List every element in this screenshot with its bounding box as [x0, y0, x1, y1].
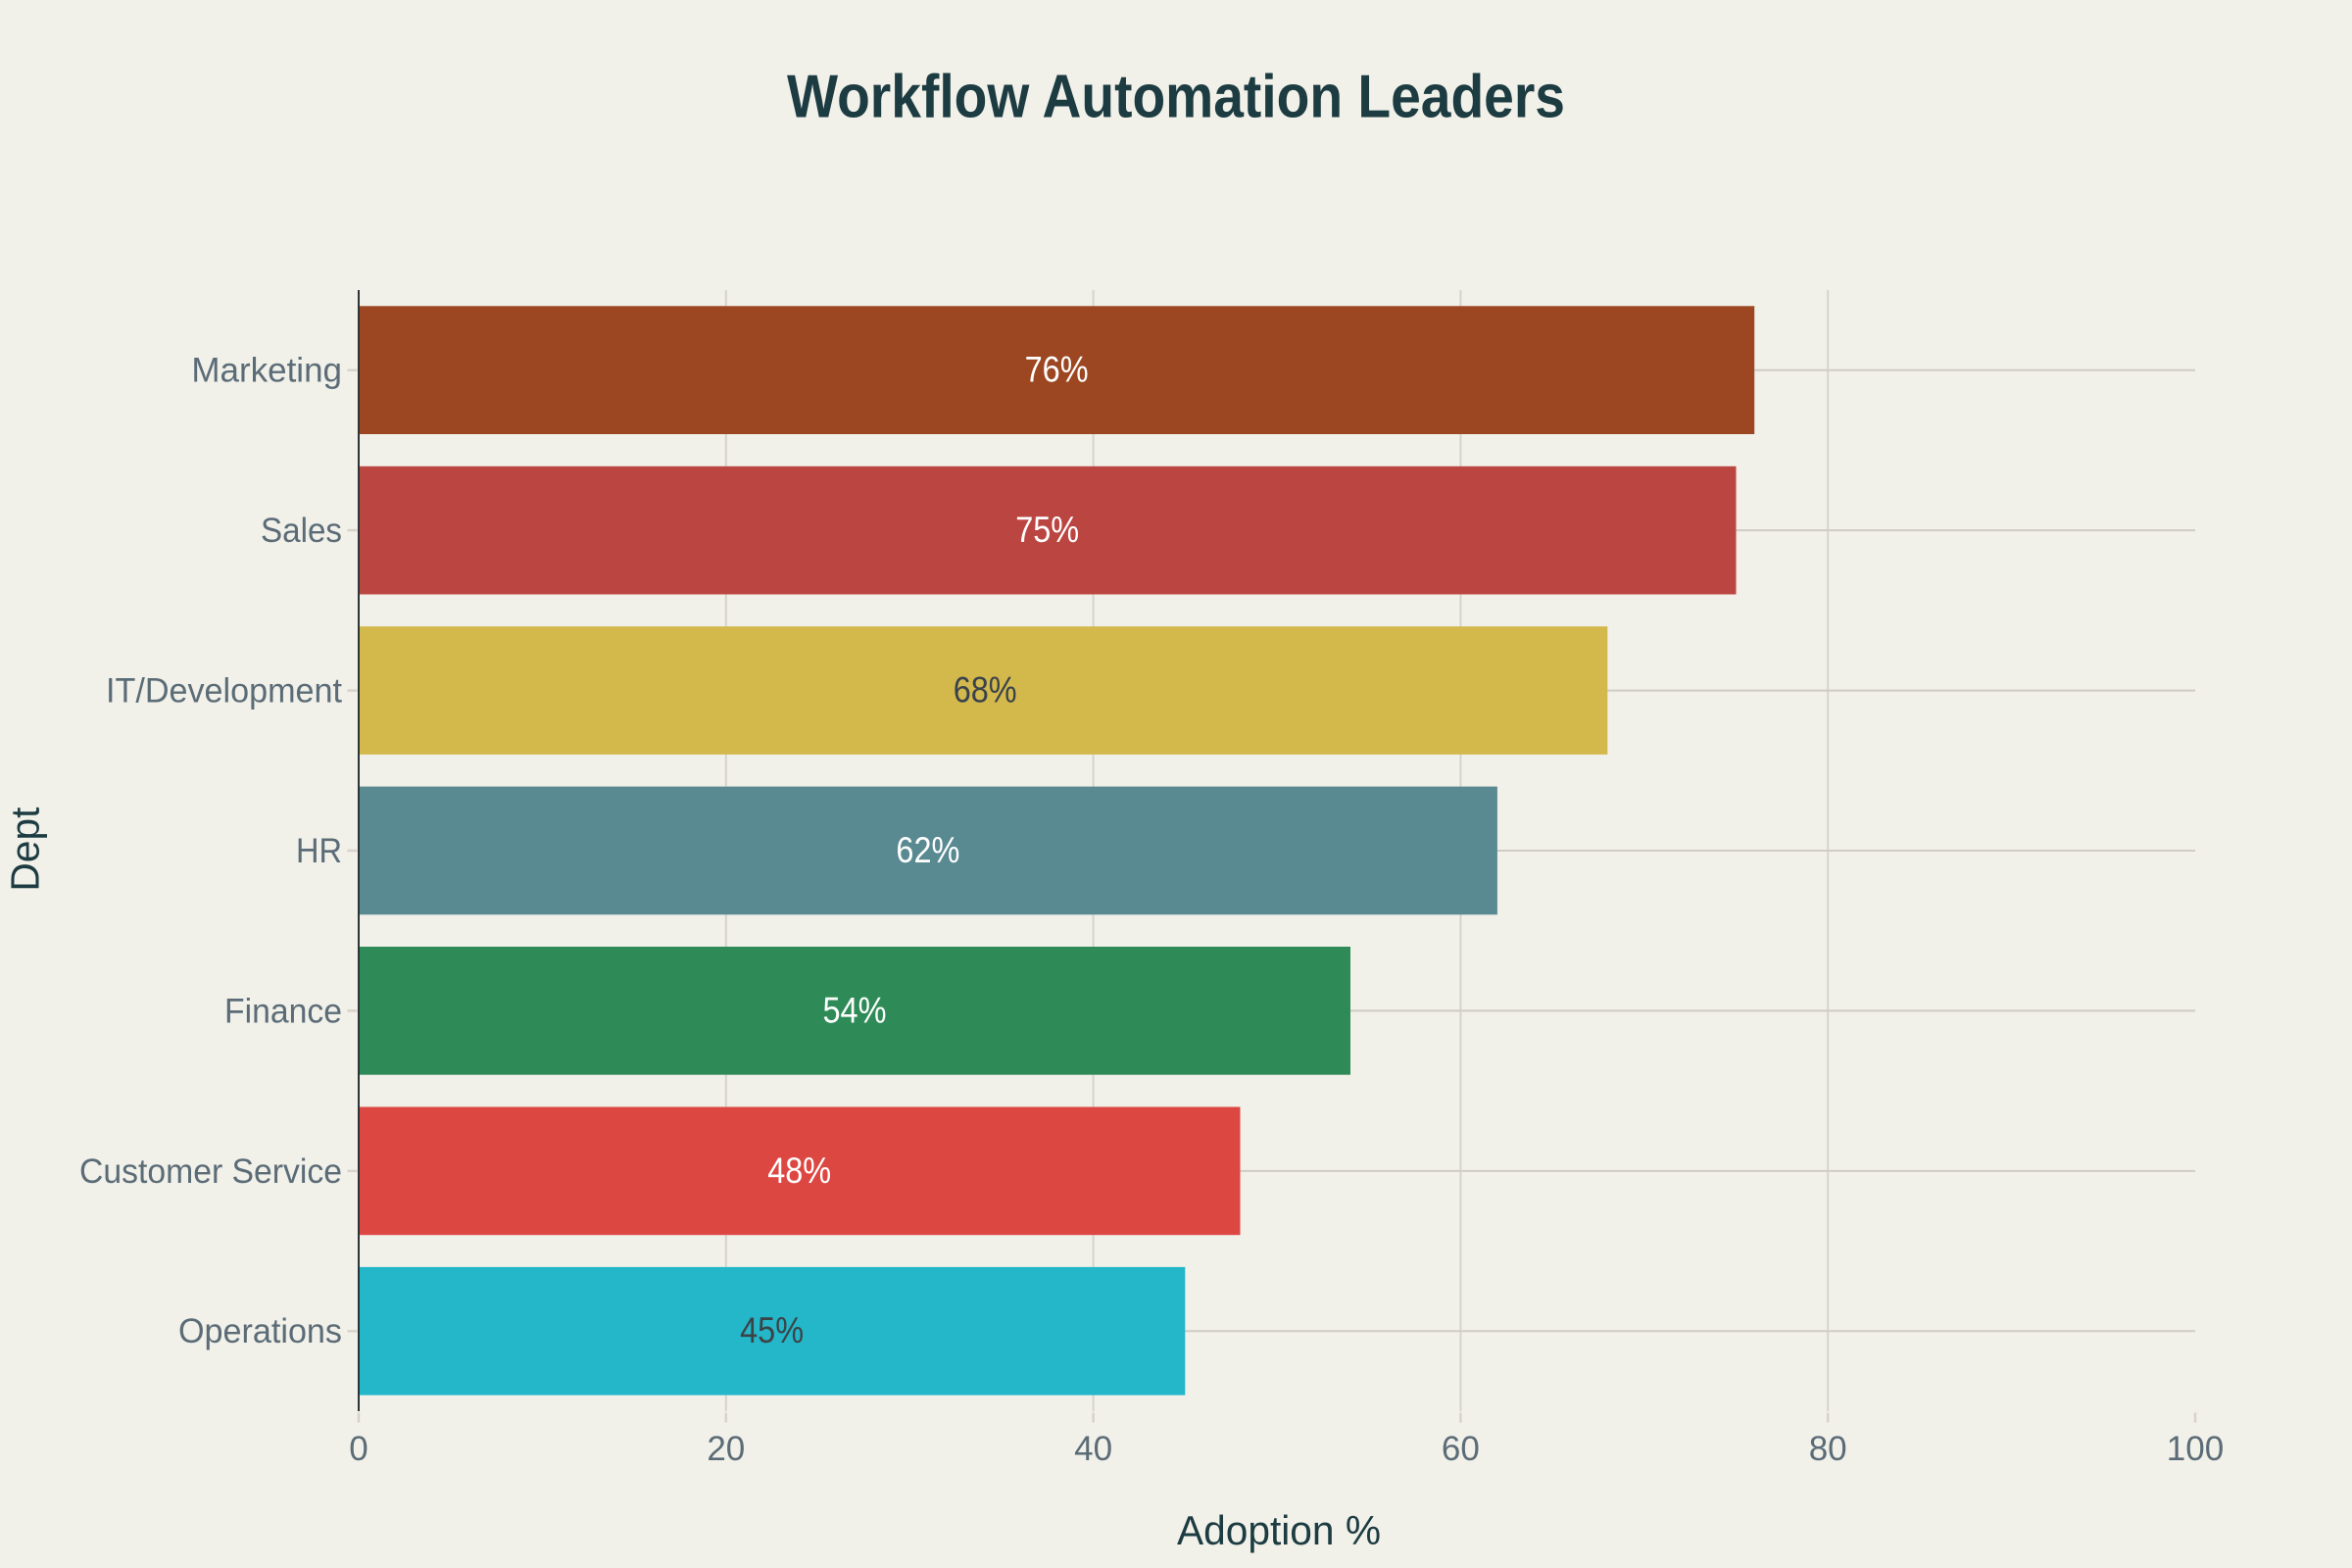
svg-text:Sales: Sales [261, 512, 342, 550]
svg-text:48%: 48% [767, 1151, 831, 1191]
svg-text:45%: 45% [740, 1310, 804, 1350]
svg-text:Finance: Finance [224, 992, 342, 1030]
svg-text:40: 40 [1074, 1430, 1112, 1468]
svg-text:IT/Development: IT/Development [106, 672, 342, 710]
svg-text:100: 100 [2167, 1430, 2224, 1468]
svg-text:20: 20 [707, 1430, 745, 1468]
svg-text:Operations: Operations [178, 1312, 342, 1350]
svg-text:80: 80 [1809, 1430, 1847, 1468]
svg-text:Customer Service: Customer Service [79, 1152, 342, 1191]
svg-text:Marketing: Marketing [191, 352, 342, 390]
svg-text:Adoption %: Adoption % [1177, 1507, 1381, 1553]
svg-text:75%: 75% [1015, 510, 1079, 550]
svg-text:HR: HR [296, 832, 342, 870]
svg-text:Workflow Automation Leaders: Workflow Automation Leaders [787, 64, 1565, 131]
svg-text:60: 60 [1442, 1430, 1480, 1468]
svg-text:68%: 68% [954, 670, 1017, 710]
svg-text:Dept: Dept [3, 807, 48, 892]
svg-text:54%: 54% [823, 990, 887, 1030]
svg-text:76%: 76% [1025, 350, 1089, 390]
svg-text:0: 0 [349, 1430, 368, 1468]
svg-text:62%: 62% [896, 830, 959, 870]
